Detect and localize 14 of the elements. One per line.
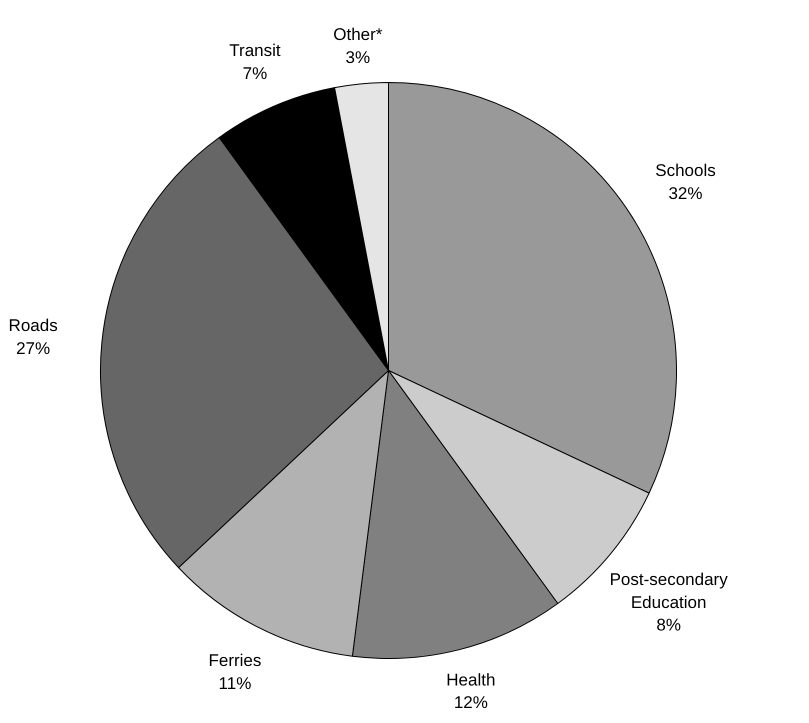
data-label: 11% — [218, 674, 252, 693]
data-label: 32% — [668, 184, 703, 203]
data-label: 27% — [16, 338, 50, 358]
slice-label: Health — [446, 670, 496, 690]
data-label: 7% — [242, 64, 268, 83]
slice-label: Ferries — [208, 650, 262, 670]
slice-label: Schools — [655, 161, 716, 180]
slice-label: Post-secondary Education — [610, 570, 728, 612]
slice-label: Transit — [229, 40, 281, 60]
data-label: 12% — [454, 693, 488, 712]
data-label: 8% — [656, 616, 681, 635]
data-label: 3% — [346, 48, 370, 68]
slice-label: Other* — [333, 25, 383, 44]
slice-label: Roads — [8, 316, 58, 336]
